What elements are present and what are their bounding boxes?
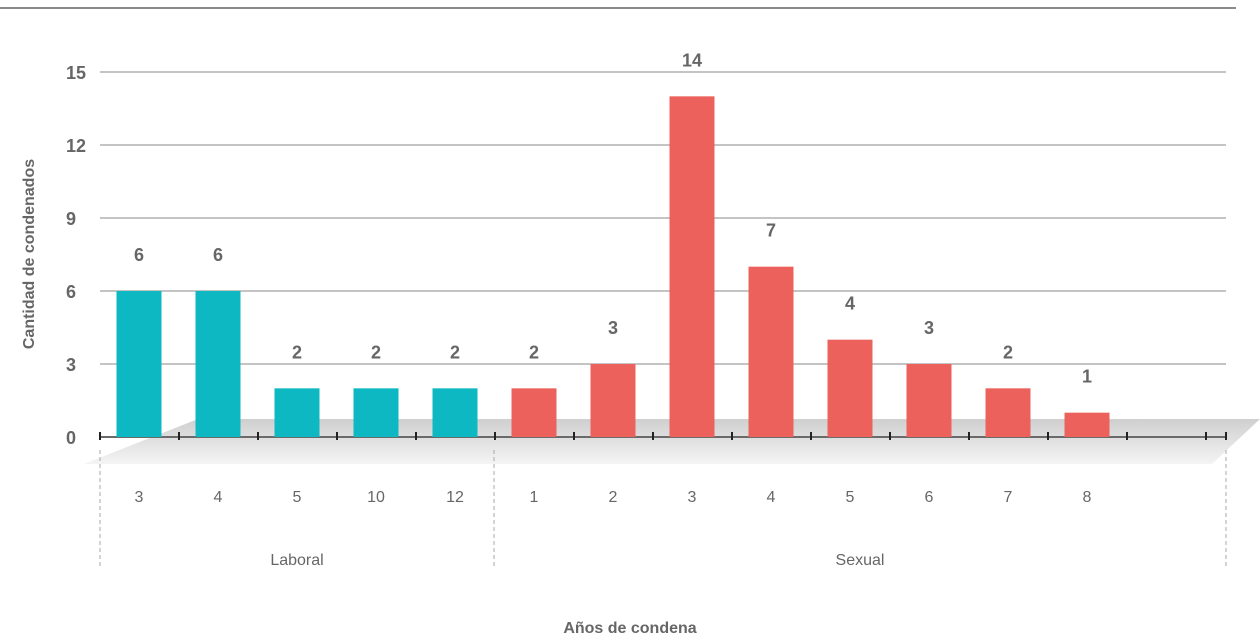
x-tick-label: 4 (767, 489, 776, 506)
y-tick-label: 0 (66, 428, 76, 448)
y-axis-title: Cantidad de condenados (21, 159, 39, 349)
y-tick-label: 6 (66, 282, 76, 302)
group-label: Laboral (270, 552, 323, 569)
x-tick-label: 4 (214, 489, 223, 506)
x-tick-label: 1 (530, 489, 539, 506)
x-tick-label: 3 (135, 489, 144, 506)
group-label: Sexual (836, 552, 885, 569)
x-tick-label: 3 (688, 489, 697, 506)
data-label: 2 (371, 342, 381, 362)
data-label: 2 (292, 342, 302, 362)
bar (749, 267, 794, 437)
y-tick-label: 3 (66, 355, 76, 375)
x-tick-label: 7 (1004, 489, 1013, 506)
data-label: 14 (682, 50, 702, 70)
x-tick-label: 8 (1083, 489, 1092, 506)
bar (512, 388, 557, 437)
data-label: 6 (213, 245, 223, 265)
x-tick-label: 10 (367, 489, 385, 506)
data-label: 1 (1082, 367, 1092, 387)
x-tick-label: 6 (925, 489, 934, 506)
bar (117, 291, 162, 437)
data-label: 2 (1003, 342, 1013, 362)
bars-layer (117, 96, 1110, 437)
data-label: 2 (529, 342, 539, 362)
bar (433, 388, 478, 437)
x-axis-title: Años de condena (0, 620, 1260, 638)
data-label: 3 (608, 318, 618, 338)
bar (196, 291, 241, 437)
grid-layer (100, 72, 1226, 568)
x-tick-label: 12 (446, 489, 464, 506)
y-tick-label: 15 (66, 63, 86, 83)
bar (354, 388, 399, 437)
data-label: 3 (924, 318, 934, 338)
x-tick-label: 5 (293, 489, 302, 506)
data-label: 7 (766, 221, 776, 241)
bar (828, 340, 873, 437)
x-tick-label: 5 (846, 489, 855, 506)
bar (670, 96, 715, 437)
bar (907, 364, 952, 437)
x-tick-label: 2 (609, 489, 618, 506)
bar (591, 364, 636, 437)
data-label: 4 (845, 294, 855, 314)
bar (275, 388, 320, 437)
bar (1065, 413, 1110, 437)
y-tick-label: 9 (66, 209, 76, 229)
bar (986, 388, 1031, 437)
data-label: 2 (450, 342, 460, 362)
y-tick-label: 12 (66, 136, 86, 156)
data-label: 6 (134, 245, 144, 265)
